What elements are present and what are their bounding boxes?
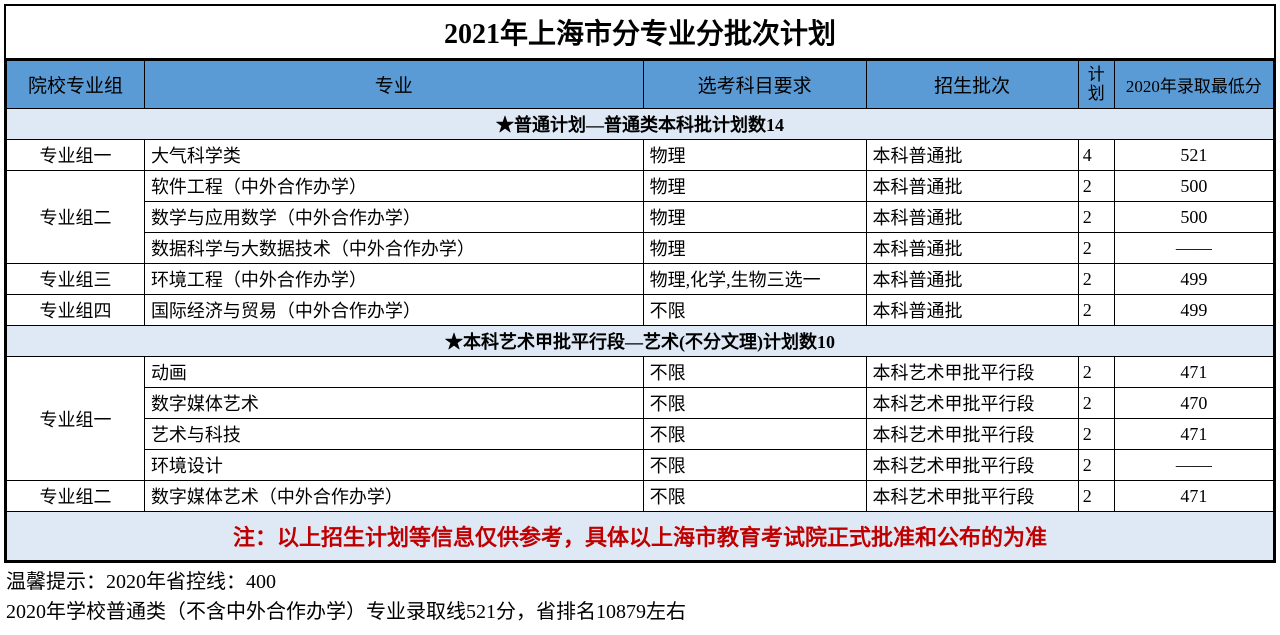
- group-cell: 专业组二: [7, 171, 145, 264]
- score-cell: 521: [1114, 140, 1273, 171]
- batch-cell: 本科艺术甲批平行段: [866, 450, 1078, 481]
- req-cell: 物理: [643, 171, 866, 202]
- plan-cell: 2: [1078, 202, 1114, 233]
- plan-cell: 2: [1078, 450, 1114, 481]
- col-major: 专业: [144, 61, 643, 109]
- batch-cell: 本科艺术甲批平行段: [866, 388, 1078, 419]
- plan-cell: 2: [1078, 264, 1114, 295]
- req-cell: 不限: [643, 450, 866, 481]
- col-batch: 招生批次: [866, 61, 1078, 109]
- note-row: 注：以上招生计划等信息仅供参考，具体以上海市教育考试院正式批准和公布的为准: [7, 512, 1274, 561]
- header-row: 院校专业组 专业 选考科目要求 招生批次 计划 2020年录取最低分: [7, 61, 1274, 109]
- table-row: 数字媒体艺术 不限 本科艺术甲批平行段 2 470: [7, 388, 1274, 419]
- req-cell: 不限: [643, 388, 866, 419]
- major-cell: 环境设计: [144, 450, 643, 481]
- major-cell: 环境工程（中外合作办学）: [144, 264, 643, 295]
- table-row: 环境设计 不限 本科艺术甲批平行段 2 ——: [7, 450, 1274, 481]
- plan-cell: 4: [1078, 140, 1114, 171]
- plan-table: 院校专业组 专业 选考科目要求 招生批次 计划 2020年录取最低分 ★普通计划…: [6, 60, 1274, 561]
- batch-cell: 本科普通批: [866, 233, 1078, 264]
- score-cell: 471: [1114, 357, 1273, 388]
- table-row: 专业组二 数字媒体艺术（中外合作办学） 不限 本科艺术甲批平行段 2 471: [7, 481, 1274, 512]
- note-text: 注：以上招生计划等信息仅供参考，具体以上海市教育考试院正式批准和公布的为准: [7, 512, 1274, 561]
- req-cell: 物理: [643, 202, 866, 233]
- major-cell: 数学与应用数学（中外合作办学）: [144, 202, 643, 233]
- score-cell: ——: [1114, 233, 1273, 264]
- group-cell: 专业组三: [7, 264, 145, 295]
- req-cell: 物理,化学,生物三选一: [643, 264, 866, 295]
- table-row: 专业组三 环境工程（中外合作办学） 物理,化学,生物三选一 本科普通批 2 49…: [7, 264, 1274, 295]
- major-cell: 数据科学与大数据技术（中外合作办学）: [144, 233, 643, 264]
- col-score: 2020年录取最低分: [1114, 61, 1273, 109]
- major-cell: 艺术与科技: [144, 419, 643, 450]
- batch-cell: 本科普通批: [866, 202, 1078, 233]
- batch-cell: 本科艺术甲批平行段: [866, 481, 1078, 512]
- table-row: 专业组四 国际经济与贸易（中外合作办学） 不限 本科普通批 2 499: [7, 295, 1274, 326]
- plan-cell: 2: [1078, 388, 1114, 419]
- admission-plan-table: 2021年上海市分专业分批次计划 院校专业组 专业 选考科目要求 招生批次 计划…: [4, 4, 1276, 563]
- section-header-1: ★普通计划—普通类本科批计划数14: [7, 109, 1274, 140]
- score-cell: 471: [1114, 481, 1273, 512]
- section-header-2: ★本科艺术甲批平行段—艺术(不分文理)计划数10: [7, 326, 1274, 357]
- major-cell: 国际经济与贸易（中外合作办学）: [144, 295, 643, 326]
- major-cell: 大气科学类: [144, 140, 643, 171]
- req-cell: 不限: [643, 357, 866, 388]
- score-cell: 500: [1114, 202, 1273, 233]
- req-cell: 不限: [643, 295, 866, 326]
- group-cell: 专业组一: [7, 357, 145, 481]
- group-cell: 专业组二: [7, 481, 145, 512]
- footer-line-1: 温馨提示：2020年省控线：400: [6, 567, 1274, 597]
- plan-cell: 2: [1078, 419, 1114, 450]
- req-cell: 物理: [643, 140, 866, 171]
- section-1-label: ★普通计划—普通类本科批计划数14: [7, 109, 1274, 140]
- req-cell: 不限: [643, 419, 866, 450]
- score-cell: 499: [1114, 264, 1273, 295]
- plan-cell: 2: [1078, 295, 1114, 326]
- plan-cell: 2: [1078, 481, 1114, 512]
- major-cell: 数字媒体艺术: [144, 388, 643, 419]
- group-cell: 专业组四: [7, 295, 145, 326]
- score-cell: ——: [1114, 450, 1273, 481]
- score-cell: 470: [1114, 388, 1273, 419]
- table-row: 专业组一 动画 不限 本科艺术甲批平行段 2 471: [7, 357, 1274, 388]
- major-cell: 软件工程（中外合作办学）: [144, 171, 643, 202]
- table-row: 艺术与科技 不限 本科艺术甲批平行段 2 471: [7, 419, 1274, 450]
- footer-line-2: 2020年学校普通类（不含中外合作办学）专业录取线521分，省排名10879左右: [6, 597, 1274, 627]
- major-cell: 数字媒体艺术（中外合作办学）: [144, 481, 643, 512]
- major-cell: 动画: [144, 357, 643, 388]
- score-cell: 500: [1114, 171, 1273, 202]
- req-cell: 不限: [643, 481, 866, 512]
- section-2-label: ★本科艺术甲批平行段—艺术(不分文理)计划数10: [7, 326, 1274, 357]
- page-title: 2021年上海市分专业分批次计划: [6, 6, 1274, 60]
- plan-cell: 2: [1078, 357, 1114, 388]
- batch-cell: 本科普通批: [866, 140, 1078, 171]
- table-row: 数据科学与大数据技术（中外合作办学） 物理 本科普通批 2 ——: [7, 233, 1274, 264]
- col-plan: 计划: [1078, 61, 1114, 109]
- batch-cell: 本科艺术甲批平行段: [866, 357, 1078, 388]
- table-row: 专业组二 软件工程（中外合作办学） 物理 本科普通批 2 500: [7, 171, 1274, 202]
- batch-cell: 本科普通批: [866, 171, 1078, 202]
- col-req: 选考科目要求: [643, 61, 866, 109]
- col-group: 院校专业组: [7, 61, 145, 109]
- group-cell: 专业组一: [7, 140, 145, 171]
- table-row: 数学与应用数学（中外合作办学） 物理 本科普通批 2 500: [7, 202, 1274, 233]
- batch-cell: 本科普通批: [866, 295, 1078, 326]
- table-row: 专业组一 大气科学类 物理 本科普通批 4 521: [7, 140, 1274, 171]
- req-cell: 物理: [643, 233, 866, 264]
- footer-tips: 温馨提示：2020年省控线：400 2020年学校普通类（不含中外合作办学）专业…: [4, 563, 1276, 631]
- plan-cell: 2: [1078, 171, 1114, 202]
- plan-cell: 2: [1078, 233, 1114, 264]
- batch-cell: 本科艺术甲批平行段: [866, 419, 1078, 450]
- score-cell: 471: [1114, 419, 1273, 450]
- batch-cell: 本科普通批: [866, 264, 1078, 295]
- score-cell: 499: [1114, 295, 1273, 326]
